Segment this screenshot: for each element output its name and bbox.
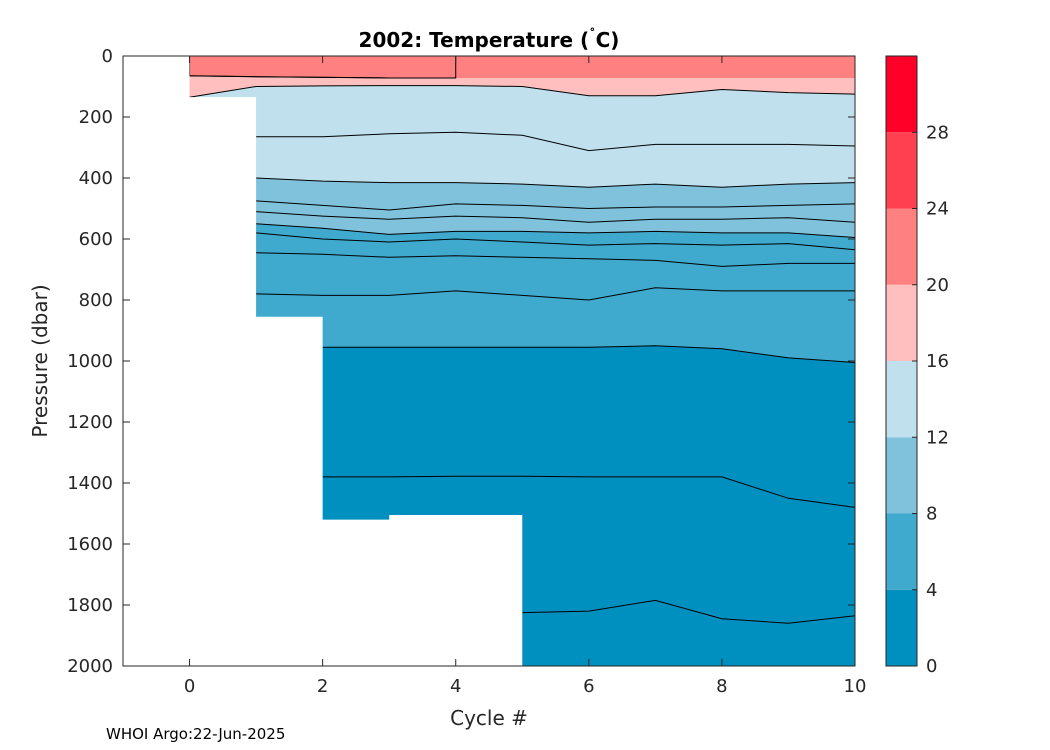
y-tick-label: 1000	[67, 351, 113, 372]
isotherm-5	[256, 287, 855, 301]
x-tick-label: 0	[184, 676, 195, 697]
y-tick-label: 1800	[67, 595, 113, 616]
isotherm-2.5	[522, 599, 855, 624]
colorbar-tick-label: 4	[926, 580, 937, 601]
colorbar-band-12	[886, 361, 917, 438]
x-tick-label: 10	[844, 676, 867, 697]
isotherm-10	[256, 200, 855, 211]
isotherm-7	[256, 232, 855, 251]
colorbar-tick-label: 20	[926, 275, 949, 296]
isotherm-16	[189, 85, 855, 98]
colorbar-band-16	[886, 284, 917, 361]
y-tick-label: 2000	[67, 656, 113, 677]
isotherm-9	[256, 211, 855, 223]
y-tick-label: 1400	[67, 473, 113, 494]
colorbar-tick-label: 8	[926, 504, 937, 525]
y-tick-label: 800	[79, 290, 113, 311]
colorbar-tick-label: 16	[926, 351, 949, 372]
isotherm-lines	[189, 75, 855, 624]
x-axis: 0 2 4 6 8 10	[184, 56, 867, 697]
colorbar-band-28	[886, 56, 917, 133]
y-tick-label: 400	[79, 168, 113, 189]
y-tick-label: 0	[102, 46, 113, 67]
colorbar-tick-label: 28	[926, 122, 949, 143]
isotherm-3	[322, 475, 855, 508]
colorbar-band-8	[886, 437, 917, 514]
colorbar: 0 4 8 12 16 20 24 28	[885, 55, 949, 677]
colorbar-band-4	[886, 513, 917, 590]
isotherm-20	[189, 75, 456, 79]
colorbar-band-0	[886, 589, 917, 666]
y-tick-label: 200	[79, 107, 113, 128]
isotherm-12	[256, 177, 855, 188]
y-tick-label: 1200	[67, 412, 113, 433]
x-axis-label: Cycle #	[450, 706, 528, 730]
colorbar-tick-label: 0	[926, 656, 937, 677]
x-tick-label: 4	[450, 676, 461, 697]
x-tick-label: 8	[716, 676, 727, 697]
isotherm-6	[256, 252, 855, 267]
chart-title: 2002: Temperature (˚C)	[359, 27, 620, 52]
colorbar-tick-label: 24	[926, 199, 949, 220]
no-data-region	[123, 56, 855, 666]
x-tick-label: 6	[583, 676, 594, 697]
isotherm-14	[256, 131, 855, 152]
footer-source-date: WHOI Argo:22-Jun-2025	[106, 725, 286, 743]
colorbar-band-20	[886, 208, 917, 285]
y-axis-label: Pressure (dbar)	[28, 284, 52, 437]
isotherm-4	[322, 345, 855, 363]
y-tick-label: 600	[79, 229, 113, 250]
no-data-mask	[123, 56, 855, 666]
x-tick-label: 2	[317, 676, 328, 697]
colorbar-tick-label: 12	[926, 427, 949, 448]
plot-area	[122, 55, 856, 667]
y-axis: 0 200 400 600 800 1000 1200 1400 1600 1800 2000	[67, 46, 855, 677]
colorbar-band-24	[886, 132, 917, 209]
isotherm-8	[256, 223, 855, 238]
y-tick-label: 1600	[67, 534, 113, 555]
